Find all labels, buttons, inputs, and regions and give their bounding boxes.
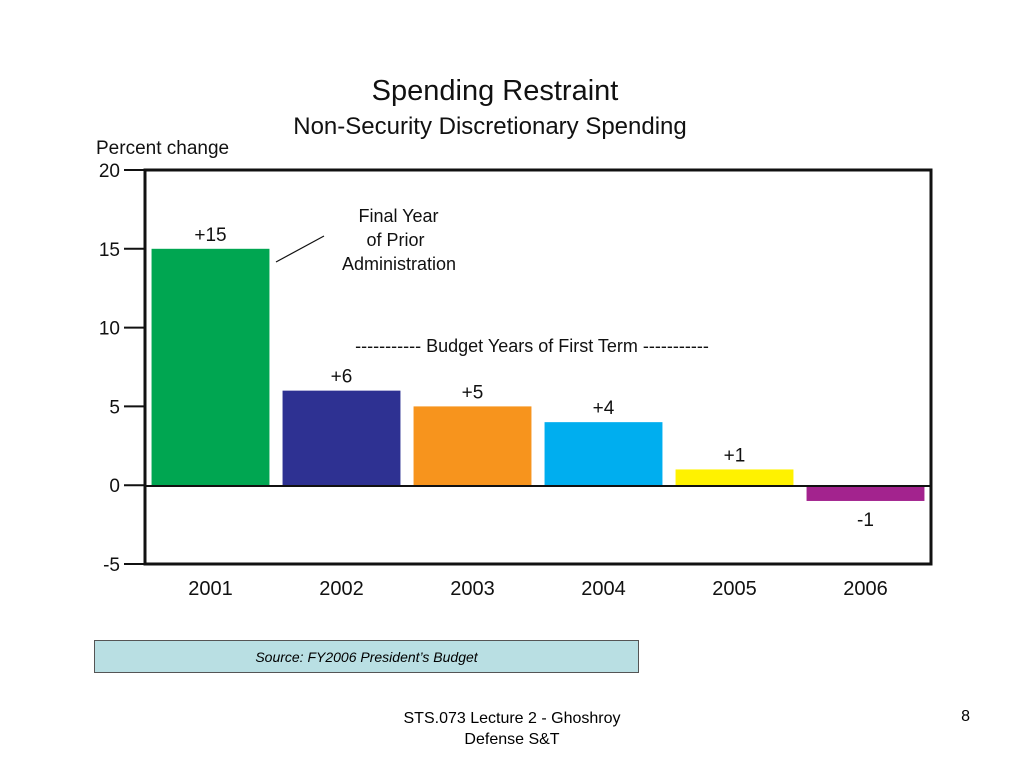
y-tick-label: -5 [103, 555, 120, 576]
bar-2001 [151, 248, 270, 486]
data-label-2005: +1 [724, 445, 746, 466]
bar-2003 [413, 406, 532, 486]
y-tick-label: 20 [99, 161, 120, 182]
chart-subtitle: Non-Security Discretionary Spending [293, 113, 687, 140]
annotation-prior-admin-line: Administration [342, 254, 456, 274]
annotation-prior-admin-line: of Prior [366, 230, 424, 250]
y-tick-label: 15 [99, 240, 120, 261]
bar-2002 [282, 390, 401, 486]
annotation-prior-admin-line: Final Year [358, 206, 438, 226]
annotation-leader-line [275, 235, 325, 263]
footer-line-1: STS.073 Lecture 2 - Ghoshroy [403, 710, 621, 727]
plot-frame [143, 168, 933, 566]
y-tick-label: 0 [109, 476, 120, 497]
chart: Spending Restraint Non-Security Discreti… [96, 75, 933, 600]
y-tick-label: 5 [109, 397, 120, 418]
bar-2005 [675, 469, 794, 486]
x-tick-label-2001: 2001 [188, 578, 233, 600]
data-label-2004: +4 [593, 398, 615, 419]
data-label-2003: +5 [462, 382, 484, 403]
source-text: Source: FY2006 President’s Budget [255, 648, 478, 665]
x-axis-labels: 2001 2002 2003 2004 2005 2006 [188, 578, 888, 600]
chart-title: Spending Restraint [372, 75, 619, 107]
bar-2004 [544, 422, 663, 486]
annotation-prior-admin: Final Year of Prior Administration [342, 206, 456, 274]
x-tick-label-2004: 2004 [581, 578, 626, 600]
data-labels: +15 +6 +5 +4 +1 -1 [194, 225, 874, 531]
footer-credit: STS.073 Lecture 2 - Ghoshroy Defense S&T [362, 708, 662, 750]
data-label-2006: -1 [857, 510, 874, 531]
footer-line-2: Defense S&T [464, 731, 560, 748]
bar-2006 [806, 485, 925, 501]
data-label-2002: +6 [331, 367, 353, 388]
y-axis-label: Percent change [96, 138, 229, 159]
source-box: Source: FY2006 President’s Budget [94, 640, 639, 673]
x-tick-label-2006: 2006 [843, 578, 888, 600]
annotation-first-term: ----------- Budget Years of First Term -… [355, 336, 709, 356]
y-tick-label: 10 [99, 319, 120, 340]
bars [151, 248, 925, 501]
x-tick-label-2005: 2005 [712, 578, 757, 600]
data-label-2001: +15 [194, 225, 226, 246]
x-tick-label-2003: 2003 [450, 578, 495, 600]
page-number: 8 [961, 708, 970, 725]
x-tick-label-2002: 2002 [319, 578, 364, 600]
y-axis-ticks: 20 15 10 5 0 -5 [99, 161, 145, 576]
